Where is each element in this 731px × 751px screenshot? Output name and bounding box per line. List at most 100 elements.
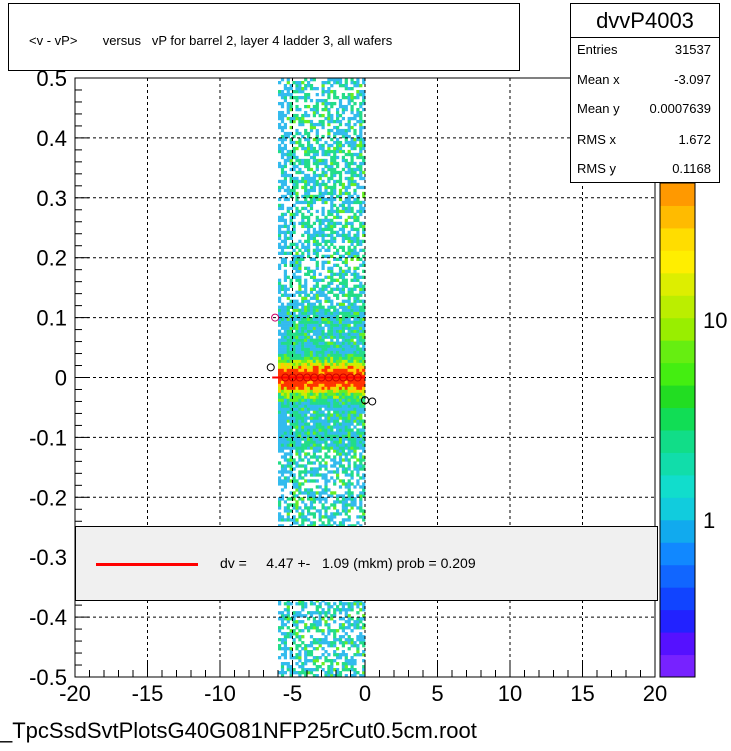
heatmap-cell <box>286 344 290 348</box>
heatmap-cell <box>350 665 354 669</box>
heatmap-cell <box>315 335 319 339</box>
heatmap-cell <box>362 608 366 612</box>
heatmap-cell <box>353 674 357 678</box>
heatmap-cell <box>336 443 340 447</box>
heatmap-cell <box>347 299 351 303</box>
heatmap-cell <box>341 341 345 345</box>
heatmap-cell <box>295 83 299 88</box>
heatmap-cell <box>301 161 305 166</box>
heatmap-cell <box>280 362 285 366</box>
heatmap-cell <box>292 248 296 253</box>
heatmap-cell <box>356 395 360 399</box>
heatmap-cell <box>338 272 343 276</box>
heatmap-cell <box>330 341 334 345</box>
heatmap-cell <box>327 377 331 381</box>
heatmap-cell <box>324 215 328 220</box>
heatmap-cell <box>289 311 293 315</box>
heatmap-cell <box>347 335 351 339</box>
heatmap-cell <box>327 128 331 133</box>
heatmap-cell <box>298 404 302 408</box>
heatmap-cell <box>309 362 314 366</box>
heatmap-cell <box>353 401 357 405</box>
heatmap-cell <box>324 440 328 444</box>
heatmap-cell <box>330 644 334 648</box>
heatmap-cell <box>278 332 282 336</box>
heatmap-cell <box>359 242 363 247</box>
heatmap-cell <box>324 395 328 399</box>
heatmap-cell <box>324 140 328 145</box>
heatmap-cell <box>304 377 308 381</box>
heatmap-cell <box>301 113 305 118</box>
heatmap-cell <box>362 422 366 426</box>
heatmap-cell <box>295 422 299 426</box>
heatmap-cell <box>307 161 311 166</box>
heatmap-cell <box>356 428 360 432</box>
heatmap-cell <box>292 656 296 660</box>
heatmap-cell <box>286 155 290 160</box>
heatmap-cell <box>356 401 360 405</box>
heatmap-cell <box>336 206 340 211</box>
heatmap-cell <box>338 479 343 483</box>
heatmap-cell <box>278 407 282 411</box>
heatmap-cell <box>278 146 282 151</box>
heatmap-cell <box>356 431 360 435</box>
heatmap-cell <box>341 392 345 396</box>
heatmap-cell <box>330 78 334 82</box>
heatmap-cell <box>321 161 325 166</box>
heatmap-cell <box>341 155 345 160</box>
heatmap-cell <box>309 602 314 606</box>
heatmap-cell <box>359 446 363 450</box>
heatmap-cell <box>344 368 348 372</box>
heatmap-cell <box>286 458 290 462</box>
heatmap-cell <box>336 296 340 300</box>
heatmap-cell <box>330 89 334 94</box>
heatmap-cell <box>347 290 351 294</box>
heatmap-cell <box>312 278 316 282</box>
heatmap-cell <box>295 338 299 342</box>
heatmap-cell <box>333 503 337 507</box>
heatmap-cell <box>280 134 285 139</box>
heatmap-cell <box>307 494 311 498</box>
heatmap-cell <box>353 662 357 666</box>
heatmap-cell <box>356 464 360 468</box>
heatmap-cell <box>324 104 328 109</box>
heatmap-cell <box>298 170 302 175</box>
heatmap-cell <box>347 479 351 483</box>
heatmap-cell <box>289 176 293 181</box>
heatmap-cell <box>312 155 316 160</box>
heatmap-cell <box>278 365 282 369</box>
heatmap-cell <box>347 443 351 447</box>
heatmap-cell <box>295 98 299 103</box>
heatmap-cell <box>283 362 287 366</box>
heatmap-cell <box>309 203 314 208</box>
heatmap-cell <box>304 464 308 468</box>
heatmap-cell <box>353 659 357 663</box>
heatmap-cell <box>330 203 334 208</box>
heatmap-cell <box>286 452 290 456</box>
heatmap-cell <box>278 503 282 507</box>
heatmap-cell <box>295 113 299 118</box>
heatmap-cell <box>341 239 345 244</box>
heatmap-cell <box>278 446 282 450</box>
heatmap-cell <box>309 455 314 459</box>
heatmap-cell <box>353 251 357 256</box>
heatmap-cell <box>315 314 319 318</box>
heatmap-cell <box>338 317 343 321</box>
heatmap-cell <box>350 78 354 82</box>
heatmap-cell <box>318 491 322 495</box>
heatmap-cell <box>283 479 287 483</box>
heatmap-cell <box>321 377 325 381</box>
heatmap-cell <box>336 497 340 501</box>
heatmap-cell <box>338 344 343 348</box>
heatmap-cell <box>298 347 302 351</box>
heatmap-cell <box>344 638 348 642</box>
heatmap-cell <box>344 656 348 660</box>
heatmap-cell <box>330 317 334 321</box>
heatmap-cell <box>318 614 322 618</box>
heatmap-cell <box>286 356 290 360</box>
heatmap-cell <box>278 518 282 522</box>
heatmap-cell <box>347 101 351 106</box>
heatmap-cell <box>298 284 302 288</box>
heatmap-cell <box>301 395 305 399</box>
heatmap-cell <box>312 227 316 232</box>
